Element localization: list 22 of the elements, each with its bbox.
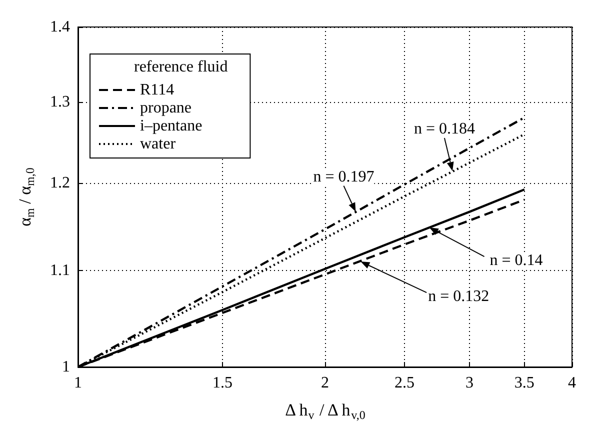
x-tick-label: 2 [321,374,329,392]
x-tick-label: 1.5 [212,374,232,392]
y-tick-label: 1 [62,358,70,376]
y-tick-label: 1.4 [50,18,70,36]
x-tick-label: 2.5 [394,374,415,392]
y-tick-label: 1.2 [50,174,70,192]
legend-label: i‒pentane [140,118,202,134]
annotation: n = 0.197 [313,168,374,186]
legend-title: reference fluid [134,58,228,76]
x-tick-label: 3 [465,374,474,392]
annotation: n = 0.184 [414,120,475,138]
y-tick-label: 1.3 [50,93,70,110]
legend-label: propane [140,100,192,116]
x-tick-label: 4 [568,374,576,392]
x-tick-label: 1 [74,374,82,392]
y-axis-title: αm / αm,0 [16,168,37,226]
legend-label: water [140,136,176,152]
annotation: n = 0.132 [428,288,490,306]
x-tick-label: 3.5 [514,374,534,392]
annotation: n = 0.14 [490,252,543,270]
legend-label: R114 [140,82,174,98]
y-tick-label: 1.1 [50,262,70,280]
